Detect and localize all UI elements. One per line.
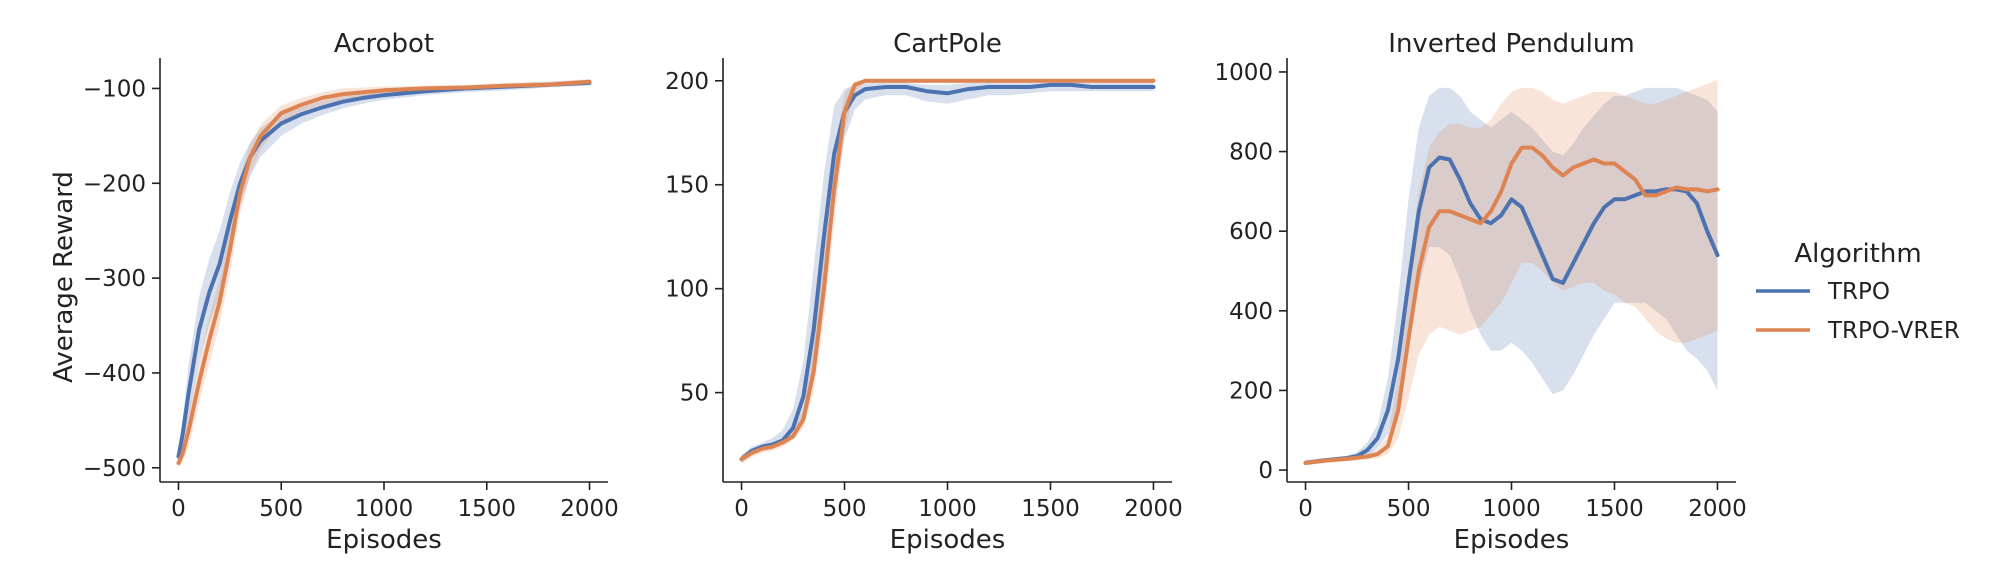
panel-title: CartPole	[893, 29, 1002, 59]
x-tick-label: 1000	[918, 496, 977, 522]
y-tick-label: 50	[680, 381, 709, 407]
series-lines	[176, 79, 592, 465]
x-tick-label: 500	[823, 496, 867, 522]
x-axis-label: Episodes	[1454, 525, 1570, 555]
x-tick-label: 2000	[1124, 496, 1183, 522]
panel-title: Inverted Pendulum	[1388, 29, 1634, 59]
confidence-bands	[741, 80, 1154, 464]
y-tick-label: −100	[83, 76, 146, 102]
y-tick-label: −500	[83, 456, 146, 482]
x-tick-label: 0	[1298, 496, 1313, 522]
x-tick-label: 1500	[1021, 496, 1080, 522]
y-tick-label: 200	[665, 69, 709, 95]
y-axis-label: Average Reward	[49, 171, 79, 383]
x-axis-label: Episodes	[326, 525, 442, 555]
y-tick-label: 150	[665, 173, 709, 199]
band-trpo-vrer	[1305, 79, 1718, 466]
x-tick-label: 0	[734, 496, 749, 522]
band-trpo	[741, 82, 1154, 464]
x-tick-label: 1500	[1585, 496, 1644, 522]
line-trpo	[739, 82, 1156, 462]
confidence-bands	[1305, 79, 1718, 466]
panel-title: Acrobot	[334, 29, 434, 59]
y-tick-label: 800	[1229, 140, 1273, 166]
line-trpo-vrer	[176, 79, 592, 465]
line-trpo	[176, 80, 592, 459]
x-axis-label: Episodes	[890, 525, 1006, 555]
x-tick-label: 0	[171, 496, 186, 522]
panel-inverted-pendulum: 0 500 1000 1500 2000 0 200 400 600 800 1000 Inverte…	[1214, 29, 1746, 555]
x-tick-label: 1000	[355, 496, 414, 522]
legend-label-trpo-vrer: TRPO-VRER	[1827, 318, 1960, 344]
x-tick-label: 500	[1387, 496, 1431, 522]
panel-acrobot: 0 500 1000 1500 2000 −500 −400 −300 −200 −100 Acro…	[49, 29, 619, 555]
x-tick-label: 1000	[1482, 496, 1541, 522]
series-lines	[1303, 145, 1720, 465]
y-tick-label: 100	[665, 277, 709, 303]
y-tick-label: 1000	[1214, 60, 1273, 86]
y-tick-label: −200	[83, 171, 146, 197]
y-tick-label: 400	[1229, 299, 1273, 325]
legend: Algorithm TRPO TRPO-VRER	[1756, 239, 1960, 344]
series-lines	[739, 78, 1156, 462]
confidence-bands	[178, 79, 590, 468]
x-tick-label: 500	[259, 496, 303, 522]
y-tick-label: 600	[1229, 219, 1273, 245]
band-trpo-vrer	[178, 79, 590, 468]
x-tick-label: 1500	[457, 496, 516, 522]
line-trpo-vrer	[739, 78, 1156, 462]
y-tick-label: 0	[1258, 458, 1273, 484]
line-trpo-vrer	[1303, 145, 1720, 465]
y-tick-label: −300	[83, 266, 146, 292]
x-tick-label: 2000	[560, 496, 619, 522]
legend-title: Algorithm	[1794, 239, 1921, 269]
band-trpo	[178, 79, 590, 464]
x-tick-label: 2000	[1688, 496, 1747, 522]
line-trpo	[1303, 155, 1720, 465]
legend-label-trpo: TRPO	[1827, 279, 1890, 305]
panel-cartpole: 0 500 1000 1500 2000 50 100 150 200 CartPole Episo…	[665, 29, 1183, 555]
chart-panels: 0 500 1000 1500 2000−500−400−300−200−100Acro…	[49, 29, 1747, 555]
band-trpo	[1305, 87, 1718, 466]
y-tick-label: 200	[1229, 378, 1273, 404]
y-tick-label: −400	[83, 361, 146, 387]
